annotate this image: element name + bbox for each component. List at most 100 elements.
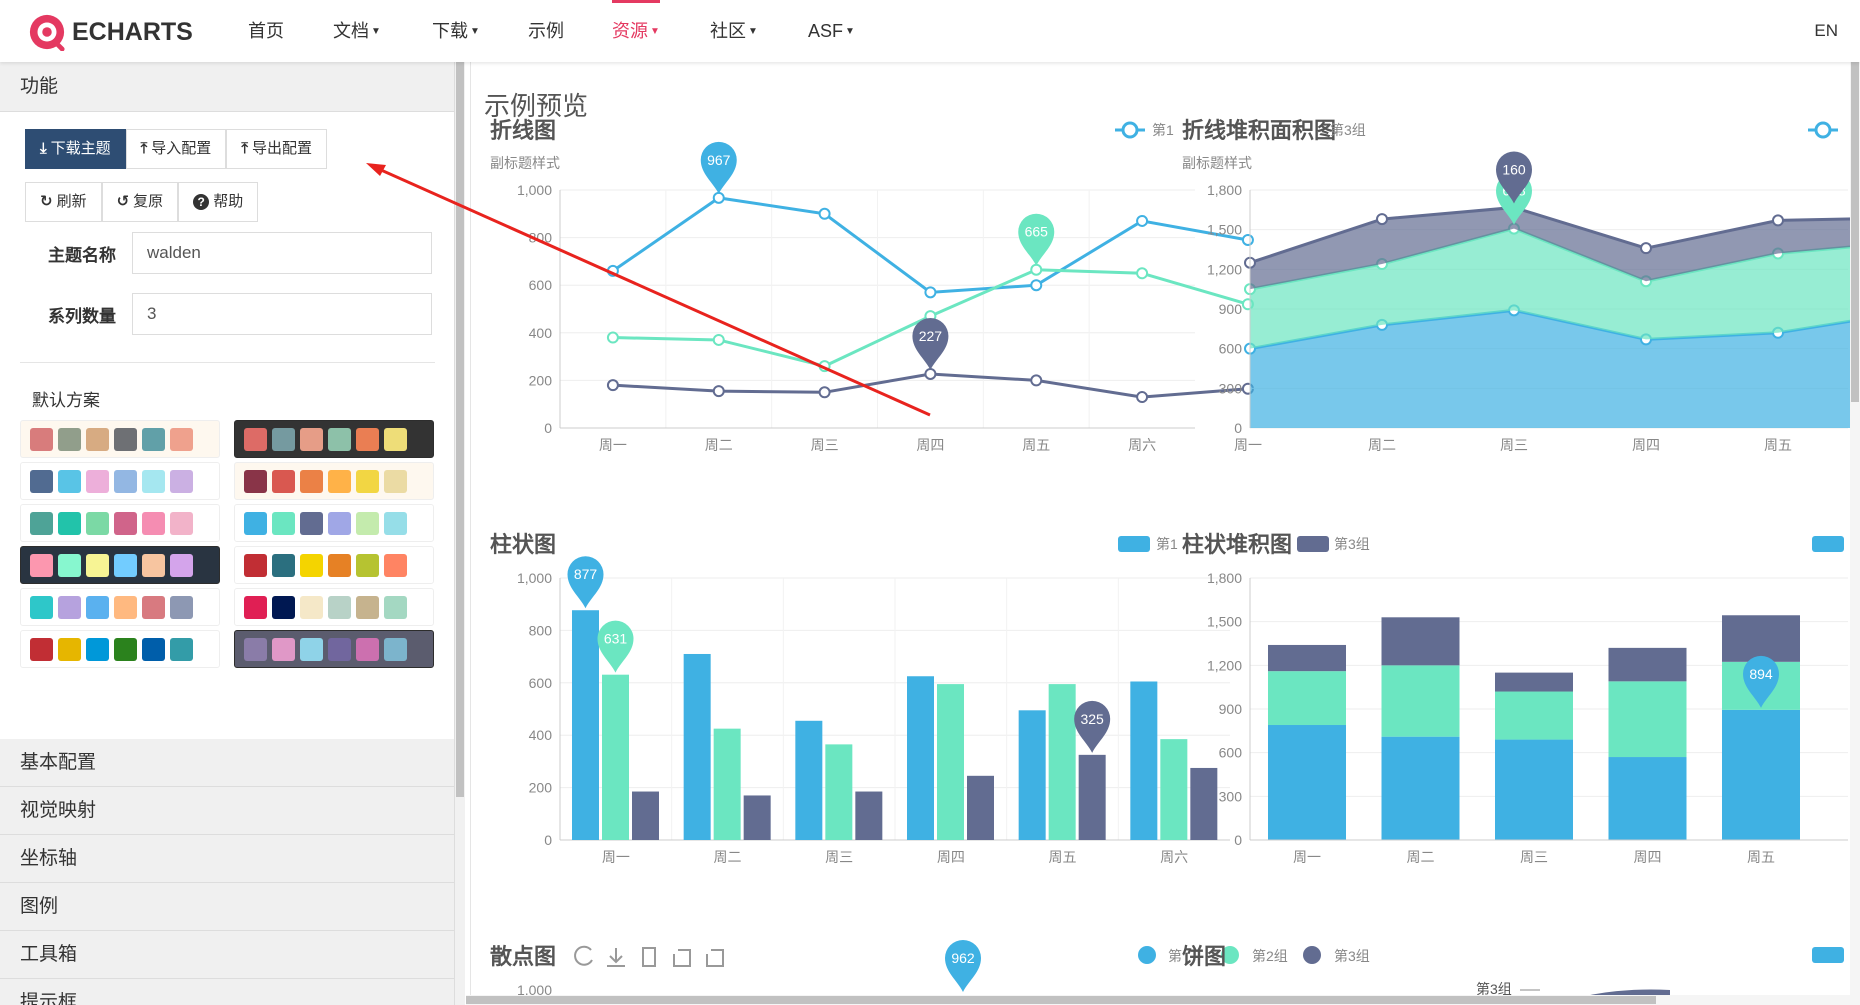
line-point[interactable] (924, 286, 937, 299)
stacked-bar[interactable] (1608, 681, 1687, 758)
download-button[interactable]: ⤓ 下载主题 (25, 129, 126, 169)
bar[interactable] (1018, 710, 1046, 840)
nav-item-1[interactable]: 文档 ▼ (333, 0, 381, 62)
stacked-bar[interactable] (1381, 617, 1460, 666)
bar[interactable] (743, 795, 771, 840)
nav-item-5[interactable]: 社区 ▼ (710, 0, 758, 62)
theme-card[interactable] (234, 504, 434, 542)
area-point[interactable] (1376, 213, 1388, 226)
markpoint-pin[interactable]: 325 (1074, 700, 1111, 753)
theme-card[interactable] (20, 630, 220, 668)
line-point[interactable] (924, 367, 937, 380)
line-point[interactable] (1030, 374, 1043, 387)
legend-symbol[interactable] (1138, 946, 1156, 964)
line-point[interactable] (1136, 391, 1149, 404)
line-point[interactable] (606, 379, 619, 392)
theme-card[interactable] (234, 462, 434, 500)
zoom-reset-icon[interactable] (706, 949, 724, 967)
theme-card[interactable] (20, 588, 220, 626)
undo-button[interactable]: ↺ 复原 (101, 182, 179, 222)
markpoint-pin[interactable]: 160 (1496, 151, 1532, 204)
stacked-bar[interactable] (1381, 665, 1460, 737)
bar[interactable] (1130, 681, 1158, 840)
stacked-bar[interactable] (1381, 736, 1460, 840)
nav-item-6[interactable]: ASF ▼ (808, 0, 855, 62)
legend-symbol[interactable] (1118, 536, 1150, 552)
nav-item-4[interactable]: 资源 ▼ (612, 0, 660, 62)
line-point[interactable] (712, 191, 725, 204)
markpoint-pin[interactable]: 962 (945, 940, 981, 992)
theme-card[interactable] (20, 504, 220, 542)
legend-symbol[interactable] (1303, 946, 1321, 964)
bar[interactable] (572, 610, 599, 840)
echarts-logo[interactable]: ECHARTS (28, 12, 193, 52)
download-icon[interactable] (607, 948, 625, 967)
line-point[interactable] (606, 331, 619, 344)
theme-card[interactable] (20, 462, 220, 500)
section-header-function[interactable]: 功能 (0, 62, 454, 112)
bar[interactable] (825, 744, 853, 840)
bar[interactable] (1078, 754, 1106, 840)
legend-symbol[interactable] (1121, 121, 1139, 139)
line-point[interactable] (606, 264, 619, 277)
data-view-icon[interactable] (642, 947, 656, 967)
area-point[interactable] (1640, 242, 1652, 255)
bar[interactable] (1190, 767, 1218, 840)
stacked-bar[interactable] (1495, 672, 1573, 692)
line-point[interactable] (818, 207, 831, 220)
preview-horizontal-thumb[interactable] (466, 996, 1656, 1004)
line-point[interactable] (712, 385, 725, 398)
refresh-icon[interactable] (574, 945, 593, 966)
accordion-item[interactable]: 基本配置 (0, 739, 454, 787)
stacked-bar[interactable] (1495, 691, 1573, 740)
help-button[interactable]: ? 帮助 (178, 182, 259, 222)
sidebar-scrollbar[interactable] (455, 62, 465, 1005)
stacked-bar[interactable] (1608, 647, 1687, 682)
bar[interactable] (967, 775, 994, 840)
line-point[interactable] (818, 360, 831, 373)
stacked-bar[interactable] (1722, 709, 1800, 840)
bar[interactable] (632, 791, 659, 840)
bar[interactable] (907, 676, 934, 840)
line-point[interactable] (1030, 279, 1043, 292)
markpoint-pin[interactable]: 665 (1018, 213, 1055, 266)
line-point[interactable] (1030, 263, 1043, 276)
stacked-bar[interactable] (1495, 739, 1573, 840)
markpoint-pin[interactable]: 631 (597, 620, 634, 673)
language-switch[interactable]: EN (1814, 21, 1838, 40)
bar[interactable] (602, 674, 629, 840)
nav-item-3[interactable]: 示例 (528, 0, 564, 62)
accordion-item[interactable]: 工具箱 (0, 931, 454, 979)
bar[interactable] (937, 684, 964, 840)
theme-card[interactable] (234, 420, 434, 458)
line-point[interactable] (1136, 267, 1149, 280)
markpoint-pin[interactable]: 877 (567, 556, 604, 609)
sidebar-scrollbar-thumb[interactable] (456, 62, 464, 797)
nav-item-2[interactable]: 下载 ▼ (432, 0, 480, 62)
stacked-bar[interactable] (1722, 615, 1800, 662)
line-point[interactable] (1136, 214, 1149, 227)
stacked-bar[interactable] (1268, 725, 1346, 840)
legend-symbol[interactable] (1221, 946, 1239, 964)
bar[interactable] (795, 720, 823, 840)
legend-symbol[interactable] (1812, 947, 1844, 963)
line-point[interactable] (712, 333, 725, 346)
stacked-bar[interactable] (1268, 671, 1346, 726)
legend-symbol[interactable] (1812, 536, 1844, 552)
area-point[interactable] (1772, 214, 1784, 227)
theme-card[interactable] (234, 546, 434, 584)
legend-symbol[interactable] (1814, 121, 1832, 139)
accordion-item[interactable]: 图例 (0, 883, 454, 931)
accordion-item[interactable]: 坐标轴 (0, 835, 454, 883)
bar[interactable] (1160, 739, 1188, 840)
stacked-bar[interactable] (1608, 757, 1687, 840)
export-button[interactable]: ⤒ 导出配置 (226, 129, 327, 169)
line-point[interactable] (1241, 233, 1254, 246)
theme-card[interactable] (20, 420, 220, 458)
markpoint-pin[interactable]: 227 (912, 317, 949, 370)
theme-card[interactable] (234, 588, 434, 626)
area-series-1[interactable] (1250, 310, 1860, 428)
preview-vertical-scrollbar[interactable] (1850, 62, 1860, 1005)
bar[interactable] (683, 653, 711, 840)
nav-item-0[interactable]: 首页 (248, 0, 284, 62)
